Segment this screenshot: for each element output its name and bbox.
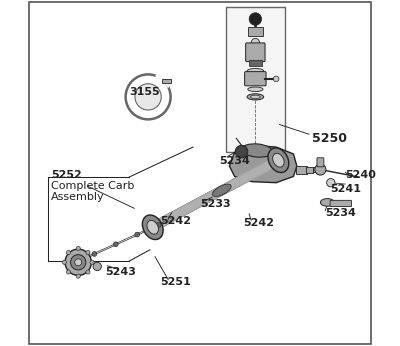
Circle shape	[135, 232, 140, 237]
FancyBboxPatch shape	[246, 43, 265, 62]
Text: 5250: 5250	[312, 132, 348, 145]
Circle shape	[76, 274, 80, 278]
Ellipse shape	[142, 215, 163, 239]
Text: Assembly: Assembly	[51, 192, 105, 201]
Circle shape	[251, 38, 260, 47]
Ellipse shape	[247, 94, 264, 100]
Ellipse shape	[248, 87, 263, 92]
Text: 5251: 5251	[160, 277, 191, 287]
FancyBboxPatch shape	[306, 167, 314, 173]
Text: Complete Carb: Complete Carb	[51, 181, 134, 191]
Circle shape	[75, 259, 82, 266]
Circle shape	[113, 242, 118, 247]
Circle shape	[92, 252, 97, 256]
Circle shape	[249, 13, 262, 25]
Ellipse shape	[320, 199, 334, 206]
FancyBboxPatch shape	[245, 72, 266, 86]
Ellipse shape	[247, 69, 264, 73]
Ellipse shape	[268, 148, 289, 173]
Circle shape	[273, 76, 279, 82]
Circle shape	[327, 179, 335, 187]
FancyBboxPatch shape	[162, 79, 171, 83]
FancyBboxPatch shape	[296, 166, 306, 174]
Text: 5252: 5252	[51, 170, 82, 180]
Text: 5242: 5242	[243, 218, 274, 228]
Text: 5234: 5234	[325, 208, 356, 218]
Circle shape	[135, 84, 161, 110]
Circle shape	[76, 246, 80, 251]
Circle shape	[66, 251, 70, 255]
Ellipse shape	[250, 95, 260, 99]
Text: 5241: 5241	[330, 184, 361, 193]
FancyBboxPatch shape	[317, 158, 324, 167]
Circle shape	[86, 251, 90, 255]
Ellipse shape	[147, 220, 158, 234]
FancyBboxPatch shape	[313, 167, 319, 172]
Circle shape	[86, 270, 90, 274]
Circle shape	[235, 145, 248, 158]
Text: 5242: 5242	[160, 217, 191, 226]
Ellipse shape	[212, 184, 231, 197]
Circle shape	[315, 164, 326, 175]
FancyBboxPatch shape	[330, 200, 352, 207]
Circle shape	[156, 222, 161, 227]
Text: 5233: 5233	[200, 199, 231, 209]
Polygon shape	[230, 145, 297, 183]
FancyBboxPatch shape	[226, 7, 285, 152]
FancyBboxPatch shape	[249, 60, 262, 66]
Ellipse shape	[242, 144, 273, 157]
Circle shape	[70, 255, 86, 270]
Text: 5240: 5240	[345, 170, 376, 180]
Circle shape	[93, 262, 101, 271]
Circle shape	[65, 249, 91, 275]
Text: 5243: 5243	[105, 267, 136, 276]
FancyBboxPatch shape	[248, 27, 263, 36]
Circle shape	[66, 270, 70, 274]
FancyBboxPatch shape	[29, 2, 371, 344]
Text: 3155: 3155	[129, 87, 160, 97]
Circle shape	[62, 260, 66, 264]
Circle shape	[90, 260, 94, 264]
Ellipse shape	[273, 153, 284, 167]
Text: 5234: 5234	[219, 156, 250, 166]
